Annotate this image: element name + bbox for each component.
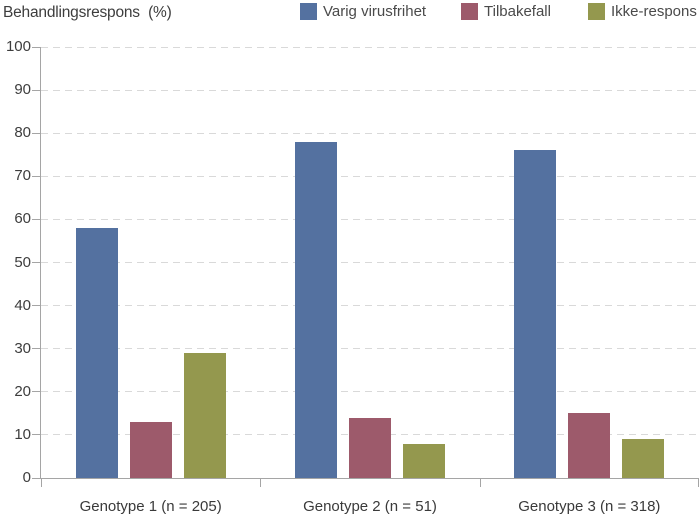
- y-gridline-80: [41, 132, 699, 134]
- bar-varig-virusfrihet-genotype-2-n-51: [295, 141, 337, 478]
- y-tick-90: [32, 89, 40, 91]
- x-tick-0: [41, 479, 42, 487]
- y-tick-70: [32, 175, 40, 177]
- x-axis-label-genotype-1-n-205: Genotype 1 (n = 205): [79, 498, 222, 515]
- y-gridline-40: [41, 305, 699, 307]
- bar-tilbakefall-genotype-3-n-318: [568, 413, 611, 478]
- y-tick-60: [32, 218, 40, 220]
- bar-varig-virusfrihet-genotype-3-n-318: [514, 150, 557, 478]
- legend-swatch-ikke-respons: [588, 3, 605, 20]
- y-tick-label-20: 20: [14, 382, 31, 400]
- legend-label-varig-virusfrihet: Varig virusfrihet: [323, 3, 427, 20]
- x-tick-2: [480, 479, 481, 487]
- y-gridline-90: [41, 89, 699, 91]
- y-tick-40: [32, 305, 40, 307]
- x-axis-label-genotype-3-n-318: Genotype 3 (n = 318): [518, 498, 661, 515]
- y-gridline-70: [41, 175, 699, 177]
- x-tick-1: [260, 479, 261, 487]
- y-tick-label-60: 60: [14, 210, 31, 228]
- y-tick-label-80: 80: [14, 124, 31, 142]
- legend-item-tilbakefall: Tilbakefall: [461, 3, 551, 20]
- y-tick-20: [32, 391, 40, 393]
- y-tick-label-10: 10: [14, 425, 31, 443]
- plot-area: 0 10 20 30 40 50 60 70 80 90 100 Genotype 1 (n = 20…: [6, 38, 699, 515]
- legend-swatch-varig-virusfrihet: [300, 3, 317, 20]
- legend-label-tilbakefall: Tilbakefall: [484, 3, 551, 20]
- y-tick-label-90: 90: [14, 81, 31, 99]
- bar-varig-virusfrihet-genotype-1-n-205: [75, 228, 118, 478]
- y-gridline-60: [41, 218, 699, 220]
- y-tick-label-30: 30: [14, 339, 31, 357]
- y-tick-10: [32, 434, 40, 436]
- legend-swatch-tilbakefall: [461, 3, 478, 20]
- y-tick-30: [32, 348, 40, 350]
- legend-item-ikke-respons: Ikke-respons: [588, 3, 697, 20]
- y-gridline-30: [41, 348, 699, 350]
- y-tick-label-70: 70: [14, 167, 31, 185]
- legend-item-varig-virusfrihet: Varig virusfrihet: [300, 3, 426, 20]
- legend-label-ikke-respons: Ikke-respons: [611, 3, 697, 20]
- y-tick-label-40: 40: [14, 296, 31, 314]
- bar-ikke-respons-genotype-2-n-51: [403, 443, 445, 478]
- bar-ikke-respons-genotype-1-n-205: [183, 353, 226, 478]
- y-tick-80: [32, 132, 40, 134]
- y-gridline-20: [41, 391, 699, 393]
- y-tick-label-0: 0: [22, 469, 31, 486]
- y-tick-100: [32, 46, 40, 48]
- y-gridline-50: [41, 262, 699, 263]
- bar-tilbakefall-genotype-1-n-205: [129, 421, 172, 478]
- y-tick-50: [32, 262, 40, 263]
- x-tick-3: [698, 479, 699, 487]
- y-tick-0: [32, 477, 40, 479]
- y-tick-label-50: 50: [14, 253, 31, 271]
- bar-tilbakefall-genotype-2-n-51: [349, 417, 391, 478]
- bar-ikke-respons-genotype-3-n-318: [622, 439, 665, 478]
- x-axis-label-genotype-2-n-51: Genotype 2 (n = 51): [303, 498, 437, 515]
- y-tick-label-100: 100: [5, 38, 31, 55]
- y-gridline-100: [41, 46, 699, 48]
- chart-title: Behandlingsrespons (%): [3, 4, 172, 21]
